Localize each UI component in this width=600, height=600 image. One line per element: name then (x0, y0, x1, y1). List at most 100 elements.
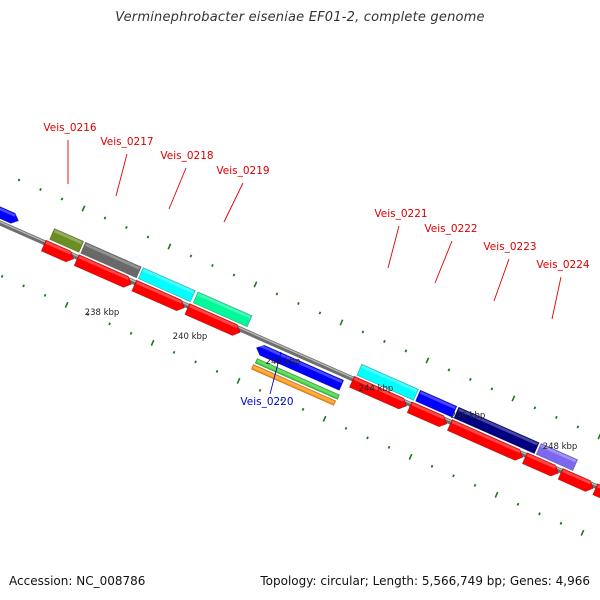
upper-scale-major-tick (511, 395, 516, 402)
gene-bar-veis-0223-shine (458, 408, 538, 446)
lower-scale-minor-tick (194, 360, 197, 364)
cds-arrow-7 (446, 419, 524, 461)
gene-bar-veis-0224-shine (540, 444, 577, 463)
upper-scale-minor-tick (490, 387, 494, 391)
cds-arrow-1-shine (45, 241, 72, 255)
leader-line-veis-0217 (115, 153, 128, 197)
gene-bar-veis-0220-orange (251, 364, 337, 406)
upper-scale-minor-tick (576, 425, 580, 429)
lower-scale-minor-tick (559, 521, 563, 525)
upper-scale-minor-tick (555, 415, 558, 419)
leader-line-veis-0223 (493, 258, 510, 302)
gene-label-veis-0219: Veis_0219 (216, 165, 269, 177)
lower-scale-minor-tick (108, 322, 111, 326)
gene-bar-veis-0221-shine (361, 365, 418, 393)
genome-summary: Topology: circular; Length: 5,566,749 bp… (260, 574, 590, 588)
cds-arrow-3 (131, 279, 185, 312)
cds-arrow-10 (592, 483, 600, 499)
upper-scale-minor-tick (39, 187, 42, 192)
upper-scale-minor-tick (361, 330, 365, 334)
upper-scale-minor-tick (447, 368, 451, 372)
upper-scale-major-tick (425, 357, 430, 364)
scale-labels: 238 kbp 240 kbp 242 kbp 244 kbp 246 kbp 248 k… (85, 308, 578, 452)
gene-bar-veis-0217 (80, 241, 142, 279)
cds-arrow-9-shine (562, 469, 591, 485)
gene-bar-veis-0217-shine (85, 243, 141, 270)
leader-line-veis-0219 (223, 182, 244, 223)
gene-features (0, 206, 600, 499)
gene-bar-veis-0216 (49, 228, 85, 253)
upper-scale-minor-tick (17, 178, 21, 182)
gene-label-veis-0222: Veis_0222 (424, 223, 477, 235)
cds-arrow-2-shine (78, 255, 129, 280)
leader-line-veis-0222 (434, 240, 453, 284)
scale-ticks (0, 178, 600, 536)
cds-arrow-5 (349, 375, 408, 410)
upper-scale-major-tick (253, 281, 258, 288)
lower-scale-minor-tick (473, 483, 477, 487)
gene-bar-veis-0222-shine (419, 391, 456, 410)
cds-arrow-2 (73, 254, 132, 288)
lower-scale-major-tick (64, 301, 69, 308)
lower-scale-minor-tick (516, 502, 520, 506)
lower-scale-minor-tick (22, 284, 25, 288)
upper-scale-major-tick (339, 319, 344, 326)
lower-scale-major-tick (408, 453, 413, 460)
cds-arrow-10-shine (597, 484, 600, 489)
lower-scale-major-tick (322, 415, 327, 422)
lower-scale-minor-tick (258, 388, 262, 392)
gene-label-veis-0216: Veis_0216 (43, 122, 97, 134)
gene-bar-veis-0222 (415, 389, 458, 418)
gene-label-veis-0220: Veis_0220 (240, 396, 293, 408)
gene-bar-veis-0220-orange-shine (252, 365, 335, 404)
lower-scale-minor-tick (344, 426, 348, 430)
scale-label-242-kbp: 242 kbp (266, 357, 301, 367)
upper-scale-minor-tick (318, 311, 322, 315)
lower-scale-minor-tick (387, 445, 391, 449)
gene-label-veis-0223: Veis_0223 (483, 241, 536, 253)
cds-arrow-4 (184, 303, 241, 336)
lower-scale-minor-tick (301, 407, 305, 411)
lower-scale-minor-tick (43, 293, 47, 297)
gene-bar-veis-0220-shine (258, 343, 343, 384)
leader-line-veis-0220 (269, 351, 282, 395)
cds-arrow-9 (557, 468, 594, 492)
map-title: Verminephrobacter eiseniae EF01-2, compl… (115, 10, 485, 25)
gene-bar-partial-left-shine (0, 207, 16, 217)
lower-scale-major-tick (236, 377, 241, 384)
lower-scale-minor-tick (452, 474, 455, 478)
scale-label-238-kbp: 238 kbp (85, 308, 120, 318)
lower-scale-minor-tick (280, 398, 283, 402)
gene-label-veis-0217: Veis_0217 (100, 136, 153, 148)
cds-arrow-6-shine (411, 402, 445, 420)
scale-label-240-kbp: 240 kbp (173, 332, 208, 342)
lower-scale-major-tick (150, 339, 155, 346)
gene-label-veis-0221: Veis_0221 (374, 208, 427, 220)
accession-label: Accession: NC_008786 (9, 574, 146, 588)
gene-label-veis-0218: Veis_0218 (160, 150, 213, 162)
upper-scale-minor-tick (146, 235, 150, 239)
upper-scale-minor-tick (275, 292, 279, 296)
cds-arrow-7-shine (451, 420, 521, 453)
upper-scale-minor-tick (189, 254, 193, 258)
lower-scale-minor-tick (86, 312, 90, 316)
upper-scale-major-tick (597, 433, 600, 440)
upper-scale-minor-tick (60, 197, 64, 201)
gene-bar-veis-0223 (453, 406, 540, 454)
cds-arrow-6 (406, 401, 448, 428)
lower-scale-major-tick (494, 491, 499, 498)
upper-scale-minor-tick (404, 349, 408, 353)
gene-bar-veis-0224 (535, 443, 578, 471)
lower-scale-minor-tick (172, 350, 176, 354)
gene-bar-veis-0219-shine (197, 293, 251, 319)
cds-arrow-8 (521, 452, 559, 477)
lower-scale-minor-tick (0, 274, 4, 278)
leader-line-veis-0218 (168, 167, 187, 210)
lower-scale-major-tick (580, 529, 585, 536)
leader-line-veis-0224 (551, 276, 562, 320)
lower-scale-minor-tick (129, 331, 133, 335)
gene-bar-veis-0216-shine (53, 229, 83, 245)
scale-label-244-kbp: 244 kbp (359, 384, 394, 394)
